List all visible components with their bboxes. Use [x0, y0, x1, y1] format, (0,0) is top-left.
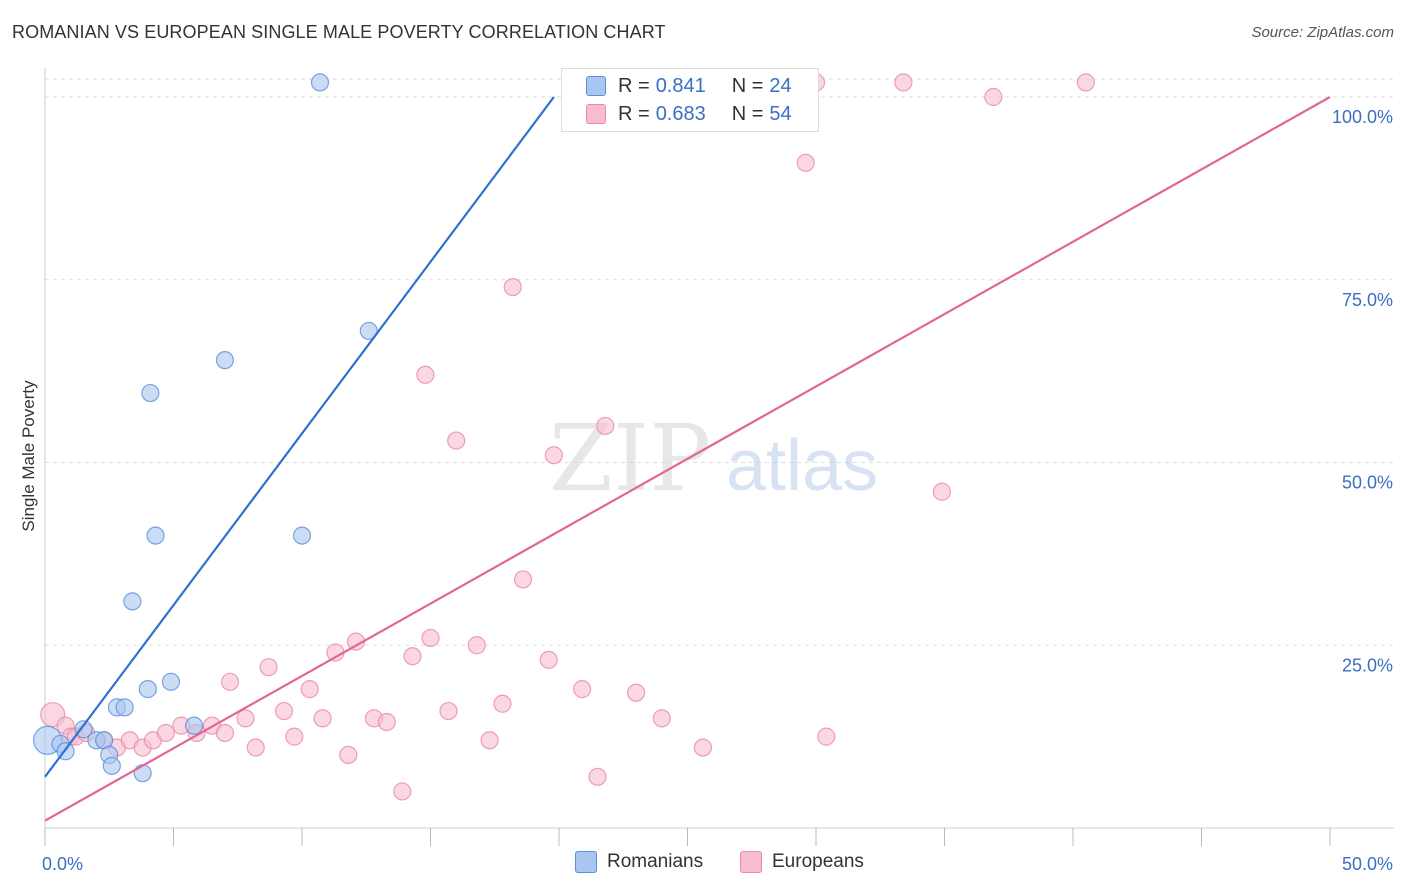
- european-point: [984, 87, 1003, 107]
- european-point: [513, 570, 533, 589]
- european-point: [236, 709, 255, 728]
- european-point: [416, 365, 435, 384]
- romanian-point: [102, 756, 121, 775]
- european-point: [403, 647, 422, 666]
- romanian-point: [146, 526, 165, 545]
- european-point: [339, 745, 358, 765]
- romanian-point: [161, 672, 181, 691]
- romanian-point: [115, 698, 134, 717]
- european-point: [156, 723, 175, 743]
- european-point: [817, 727, 836, 746]
- romanians-r-label: R =: [618, 74, 650, 97]
- european-point: [503, 277, 522, 297]
- y-axis-label: Single Male Poverty: [19, 380, 38, 532]
- european-point: [573, 680, 592, 699]
- europeans-trend-line: [44, 96, 1331, 822]
- european-point: [220, 672, 240, 691]
- european-point: [439, 701, 458, 721]
- european-point: [215, 723, 234, 743]
- bottom-legend-romanians: Romanians: [575, 851, 703, 873]
- y-tick-label: 25.0%: [1342, 655, 1393, 675]
- bottom-legend-europeans: Europeans: [740, 851, 864, 873]
- romanians-trend-line: [44, 96, 555, 778]
- correlation-legend: R = 0.841 N = 24 R = 0.683 N = 54: [561, 68, 819, 132]
- labels-layer: 25.0% 50.0% 75.0% 100.0% 0.0% 50.0%: [42, 107, 1393, 874]
- y-tick-label: 100.0%: [1332, 107, 1393, 127]
- romanians-legend-label: Romanians: [607, 851, 704, 872]
- europeans-swatch: [586, 104, 606, 124]
- romanian-point: [74, 720, 93, 739]
- european-point: [539, 650, 558, 669]
- european-point: [300, 680, 319, 699]
- romanians-swatch: [586, 76, 606, 96]
- european-point: [259, 658, 278, 677]
- romanians-r-value: 0.841: [655, 74, 706, 97]
- romanian-point: [141, 383, 160, 403]
- x-tick-label: 50.0%: [1342, 854, 1393, 874]
- european-point: [285, 727, 304, 746]
- european-point: [377, 712, 396, 732]
- grid-layer: [45, 78, 1394, 646]
- european-point: [652, 709, 671, 728]
- y-tick-label: 50.0%: [1342, 473, 1393, 493]
- european-point: [588, 767, 607, 786]
- european-point: [313, 709, 332, 728]
- european-point: [544, 446, 563, 465]
- european-point: [796, 153, 815, 172]
- x-tick-label: 0.0%: [42, 854, 83, 874]
- european-point: [596, 416, 615, 436]
- european-point: [480, 731, 499, 750]
- watermark-atlas: atlas: [726, 426, 878, 506]
- european-point: [393, 782, 412, 801]
- european-point: [1076, 73, 1095, 92]
- romanian-point: [292, 526, 312, 545]
- europeans-legend-label: Europeans: [772, 851, 864, 872]
- european-point: [932, 482, 952, 501]
- romanian-point: [359, 321, 378, 341]
- europeans-r-label: R =: [618, 102, 650, 125]
- y-tick-label: 75.0%: [1342, 290, 1393, 310]
- points-layer: [32, 73, 1095, 801]
- chart-title: ROMANIAN VS EUROPEAN SINGLE MALE POVERTY…: [12, 22, 666, 42]
- legend-row-europeans: R = 0.683 N = 54: [586, 101, 792, 127]
- european-point: [693, 738, 713, 757]
- european-point: [894, 73, 913, 92]
- romanians-legend-swatch: [575, 851, 597, 873]
- trend-layer: [44, 96, 1331, 822]
- romanian-point: [123, 592, 142, 611]
- europeans-n-label: N =: [731, 102, 764, 125]
- europeans-n-value: 54: [769, 102, 792, 125]
- legend-row-romanians: R = 0.841 N = 24: [586, 73, 792, 99]
- european-point: [493, 694, 512, 713]
- european-point: [274, 701, 294, 721]
- axes-layer: [44, 68, 1394, 846]
- romanian-point: [310, 73, 330, 92]
- european-point: [246, 738, 265, 757]
- european-point: [447, 431, 466, 450]
- european-point: [626, 683, 646, 702]
- romanian-point: [215, 351, 234, 370]
- europeans-r-value: 0.683: [655, 102, 706, 125]
- romanian-point: [133, 764, 152, 783]
- romanians-n-label: N =: [731, 74, 764, 97]
- european-point: [467, 636, 486, 655]
- romanian-point: [184, 716, 204, 735]
- romanian-point: [138, 680, 157, 699]
- europeans-legend-swatch: [740, 851, 762, 873]
- watermark-zip: ZIP: [549, 405, 711, 512]
- source-label: Source: ZipAtlas.com: [1251, 24, 1394, 41]
- romanians-n-value: 24: [769, 74, 792, 97]
- european-point: [421, 628, 440, 648]
